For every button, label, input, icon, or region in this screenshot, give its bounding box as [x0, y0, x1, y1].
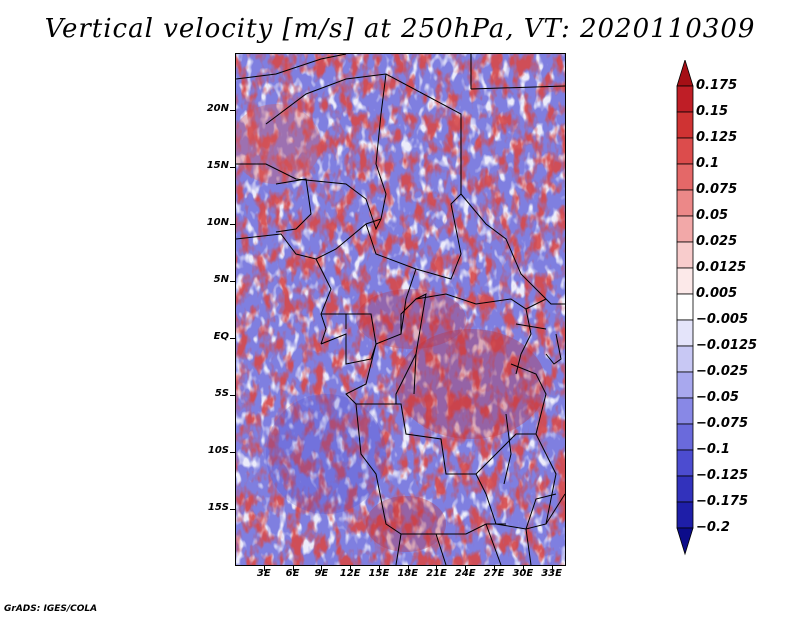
lon-tick-label: 18E [397, 568, 419, 579]
colorbar-label: −0.075 [696, 416, 749, 431]
grads-credit: GrADS: IGES/COLA [4, 604, 98, 614]
colorbar-label: 0.0125 [696, 260, 747, 275]
lat-tick-label: 15S [207, 502, 229, 513]
lon-tick-label: 9E [314, 568, 329, 579]
colorbar-label: −0.025 [696, 364, 749, 379]
colorbar-segment [676, 345, 694, 373]
lat-tick-mark [230, 452, 235, 453]
colorbar-label: −0.005 [696, 312, 749, 327]
colorbar-label: −0.0125 [696, 338, 758, 353]
lon-tick-mark [292, 566, 294, 571]
colorbar-label: 0.025 [696, 234, 738, 249]
colorbar-label: −0.125 [696, 468, 749, 483]
colorbar-segment [676, 319, 694, 347]
colorbar-segment [676, 371, 694, 399]
colorbar-label: 0.125 [696, 130, 738, 145]
colorbar-label: 0.175 [696, 78, 738, 93]
colorbar-segment [676, 423, 694, 451]
colorbar-segment [676, 527, 694, 556]
lon-tick-mark [522, 566, 524, 571]
lat-tick-mark [230, 167, 235, 168]
colorbar-segment [676, 85, 694, 113]
lon-tick-label: 30E [512, 568, 534, 579]
colorbar-segment [676, 449, 694, 477]
country-borders [236, 54, 565, 565]
plot-title: Vertical velocity [m/s] at 250hPa, VT: 2… [44, 14, 756, 44]
colorbar-segment [676, 293, 694, 321]
colorbar-segment [676, 501, 694, 529]
lon-tick-label: 15E [368, 568, 390, 579]
colorbar-segment [676, 163, 694, 191]
lat-tick-label: EQ [213, 331, 229, 342]
lat-tick-mark [230, 395, 235, 396]
colorbar-label: −0.175 [696, 494, 749, 509]
colorbar-segment [676, 267, 694, 295]
lon-tick-mark [551, 566, 553, 571]
lat-tick-mark [230, 281, 235, 282]
colorbar [676, 60, 694, 556]
velocity-field [236, 54, 565, 565]
colorbar-label: −0.2 [696, 520, 730, 535]
lon-tick-label: 24E [454, 568, 476, 579]
lat-tick-label: 10S [207, 445, 229, 456]
lon-tick-mark [263, 566, 265, 571]
colorbar-segment [676, 137, 694, 165]
lon-tick-label: 27E [483, 568, 505, 579]
lon-tick-label: 6E [285, 568, 300, 579]
colorbar-segment [676, 189, 694, 217]
lon-tick-mark [436, 566, 438, 571]
lon-tick-label: 21E [426, 568, 447, 579]
lon-tick-mark [350, 566, 352, 571]
lon-tick-label: 12E [339, 568, 361, 579]
lat-tick-mark [230, 338, 235, 339]
vertical-velocity-map [235, 53, 566, 566]
lon-tick-label: 33E [541, 568, 562, 579]
lon-tick-label: 3E [256, 568, 271, 579]
colorbar-label: 0.075 [696, 182, 738, 197]
colorbar-label: −0.05 [696, 390, 739, 405]
lat-tick-label: 20N [206, 103, 229, 114]
colorbar-label: 0.1 [696, 156, 720, 171]
lat-tick-mark [230, 224, 235, 225]
colorbar-segment [676, 475, 694, 503]
lat-tick-label: 15N [206, 160, 229, 171]
lon-tick-mark [465, 566, 467, 571]
lon-tick-mark [407, 566, 409, 571]
lon-tick-mark [321, 566, 323, 571]
lat-tick-label: 10N [206, 217, 229, 228]
colorbar-label: 0.05 [696, 208, 729, 223]
lat-tick-mark [230, 509, 235, 510]
lat-tick-mark [230, 110, 235, 111]
colorbar-label: 0.005 [696, 286, 738, 301]
lon-tick-mark [378, 566, 380, 571]
colorbar-segment [676, 241, 694, 269]
colorbar-segment [676, 111, 694, 139]
lat-tick-label: 5S [214, 388, 229, 399]
colorbar-label: 0.15 [696, 104, 729, 119]
lon-tick-mark [494, 566, 496, 571]
colorbar-segment [676, 397, 694, 425]
lat-tick-label: 5N [213, 274, 229, 285]
colorbar-segment [676, 215, 694, 243]
colorbar-label: −0.1 [696, 442, 730, 457]
colorbar-segment [676, 60, 694, 87]
